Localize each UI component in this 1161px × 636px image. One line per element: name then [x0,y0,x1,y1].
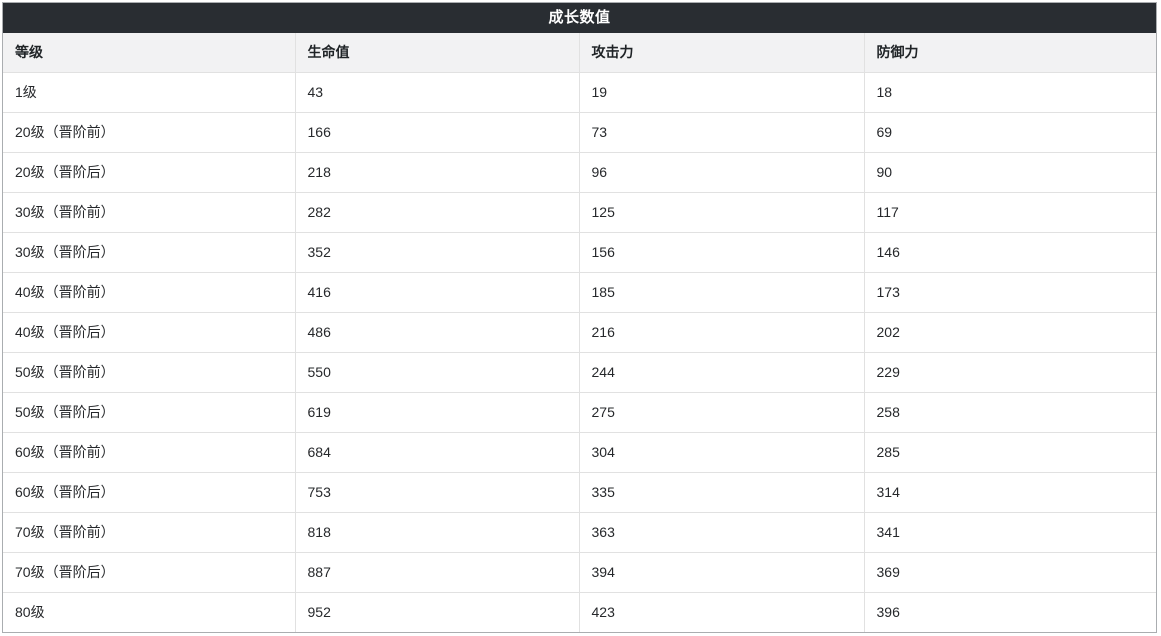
level-cell: 70级（晋阶后） [3,552,295,593]
stat-cell: 244 [578,352,864,393]
stat-cell: 818 [294,512,579,553]
stat-cell: 96 [578,152,864,193]
level-cell: 40级（晋阶前） [3,272,295,313]
level-cell: 20级（晋阶前） [3,112,295,153]
level-cell: 60级（晋阶前） [3,432,295,473]
table-row: 50级（晋阶前） 550 244 229 [3,352,1156,393]
table-row: 40级（晋阶后） 486 216 202 [3,312,1156,353]
level-cell: 20级（晋阶后） [3,152,295,193]
level-cell: 80级 [3,592,295,632]
column-header-1: 生命值 [294,33,579,73]
stat-cell: 43 [294,72,579,113]
stat-cell: 69 [863,112,1156,153]
table-row: 70级（晋阶后） 887 394 369 [3,552,1156,593]
stat-cell: 18 [863,72,1156,113]
stat-cell: 753 [294,472,579,513]
growth-stats-table: 等级 生命值 攻击力 防御力 1级 43 19 18 20级（晋阶前） 166 73 69 20级（晋… [3,33,1156,632]
header-row: 等级 生命值 攻击力 防御力 [3,33,1156,73]
stat-cell: 396 [863,592,1156,632]
level-cell: 50级（晋阶后） [3,392,295,433]
table-row: 60级（晋阶后） 753 335 314 [3,472,1156,513]
level-cell: 30级（晋阶前） [3,192,295,233]
stat-cell: 275 [578,392,864,433]
stat-cell: 146 [863,232,1156,273]
stat-cell: 117 [863,192,1156,233]
column-header-0: 等级 [3,33,295,73]
level-cell: 1级 [3,72,295,113]
table-title: 成长数值 [3,3,1156,33]
level-cell: 60级（晋阶后） [3,472,295,513]
stat-cell: 216 [578,312,864,353]
table-row: 80级 952 423 396 [3,592,1156,632]
stat-cell: 73 [578,112,864,153]
stat-cell: 156 [578,232,864,273]
table-row: 20级（晋阶后） 218 96 90 [3,152,1156,193]
stat-cell: 304 [578,432,864,473]
stat-cell: 229 [863,352,1156,393]
stat-cell: 341 [863,512,1156,553]
stat-cell: 285 [863,432,1156,473]
stat-cell: 887 [294,552,579,593]
table-row: 50级（晋阶后） 619 275 258 [3,392,1156,433]
stat-cell: 19 [578,72,864,113]
stat-cell: 952 [294,592,579,632]
level-cell: 50级（晋阶前） [3,352,295,393]
table-row: 40级（晋阶前） 416 185 173 [3,272,1156,313]
stat-cell: 423 [578,592,864,632]
stat-cell: 550 [294,352,579,393]
stat-cell: 369 [863,552,1156,593]
stat-cell: 202 [863,312,1156,353]
stat-cell: 394 [578,552,864,593]
level-cell: 40级（晋阶后） [3,312,295,353]
column-header-3: 防御力 [863,33,1156,73]
table-row: 20级（晋阶前） 166 73 69 [3,112,1156,153]
stat-cell: 416 [294,272,579,313]
stat-cell: 90 [863,152,1156,193]
table-head: 等级 生命值 攻击力 防御力 [3,33,1156,73]
stat-cell: 684 [294,432,579,473]
stat-cell: 185 [578,272,864,313]
stat-cell: 314 [863,472,1156,513]
stat-cell: 218 [294,152,579,193]
table-row: 60级（晋阶前） 684 304 285 [3,432,1156,473]
stat-cell: 363 [578,512,864,553]
level-cell: 70级（晋阶前） [3,512,295,553]
stat-cell: 282 [294,192,579,233]
stat-cell: 352 [294,232,579,273]
level-cell: 30级（晋阶后） [3,232,295,273]
stat-cell: 166 [294,112,579,153]
table-row: 70级（晋阶前） 818 363 341 [3,512,1156,553]
stat-cell: 619 [294,392,579,433]
table-body: 1级 43 19 18 20级（晋阶前） 166 73 69 20级（晋阶后） 218 96 90 30… [3,72,1156,632]
stat-cell: 125 [578,192,864,233]
table-row: 30级（晋阶前） 282 125 117 [3,192,1156,233]
table-row: 1级 43 19 18 [3,72,1156,113]
table-row: 30级（晋阶后） 352 156 146 [3,232,1156,273]
column-header-2: 攻击力 [578,33,864,73]
stat-cell: 173 [863,272,1156,313]
stat-cell: 335 [578,472,864,513]
stat-cell: 258 [863,392,1156,433]
stat-cell: 486 [294,312,579,353]
